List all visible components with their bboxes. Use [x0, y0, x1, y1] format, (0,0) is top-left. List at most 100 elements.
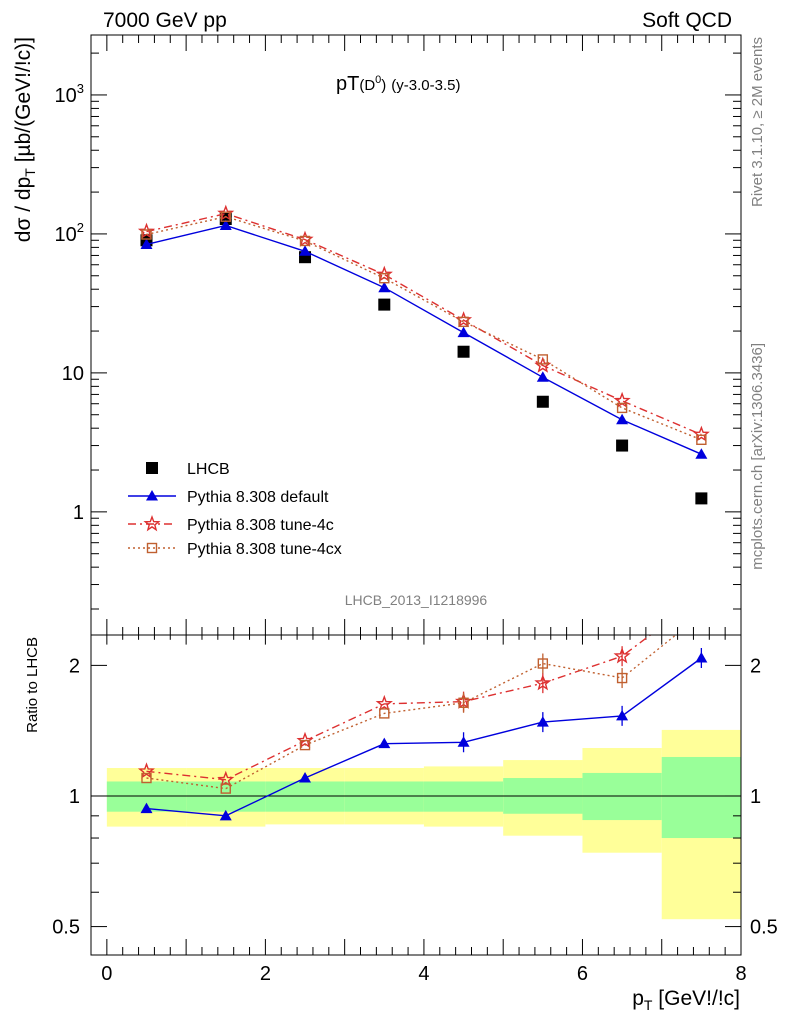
- ylabel-bottom: Ratio to LHCB: [24, 637, 41, 733]
- series-line: [146, 212, 702, 436]
- lhcb-data-point: [457, 345, 470, 358]
- ratio-point: [296, 731, 314, 749]
- lhcb-data-point: [378, 298, 391, 311]
- band-inner: [661, 756, 741, 839]
- ratio-series: [137, 590, 708, 821]
- ratio-point: [697, 610, 706, 619]
- mcplots-label: mcplots.cern.ch [arXiv:1306.3436]: [749, 343, 766, 570]
- ratio-point: [457, 736, 470, 747]
- ratio-bands: [106, 729, 741, 920]
- y-tick-label: 103: [55, 81, 84, 107]
- ratio-point: [299, 772, 312, 783]
- lhcb-data-point: [695, 492, 708, 505]
- band-inner: [344, 781, 424, 812]
- ratio-point: [220, 783, 231, 794]
- x-tick-label: 4: [418, 963, 429, 985]
- ylabel-top: dσ / dpT [µb/(GeV!/!c)]: [12, 37, 38, 242]
- legend-marker-lhcb: [146, 462, 158, 474]
- y-tick-label: 10: [62, 363, 84, 385]
- y-tick-label: 1: [73, 502, 84, 524]
- series-point: [379, 273, 390, 284]
- x-tick-label: 8: [735, 963, 746, 985]
- legend-marker: [146, 542, 158, 554]
- series-point: [140, 238, 153, 249]
- x-tick-label: 0: [101, 963, 112, 985]
- series-pythia-8-308-tune-4cx: [141, 211, 707, 446]
- ratio-point: [534, 674, 552, 691]
- legend-label: Pythia 8.308 default: [187, 489, 329, 506]
- legend-label: Pythia 8.308 tune-4c: [187, 517, 334, 534]
- ratio-line: [146, 635, 652, 781]
- ratio-point: [379, 708, 390, 719]
- ratio-y-label-left: 2: [69, 655, 80, 677]
- x-tick-label: 6: [577, 963, 588, 985]
- bottom-panel: 0 2 4 6 8 0.5 0.5 1 1 2 2: [52, 590, 778, 985]
- ratio-y-label-right: 0.5: [750, 917, 778, 939]
- ratio-point: [536, 716, 549, 727]
- ratio-point: [537, 658, 549, 669]
- series-point: [299, 245, 312, 256]
- ratio-point: [695, 590, 708, 603]
- legend-marker: [146, 490, 158, 501]
- ratio-point: [217, 770, 235, 788]
- rivet-label: Rivet 3.1.10, ≥ 2M events: [749, 37, 766, 207]
- ratio-point: [141, 772, 152, 784]
- top-panel: 1 10 102 103: [55, 35, 742, 635]
- legend-label: Pythia 8.308 tune-4cx: [187, 541, 342, 558]
- ratio-point: [378, 737, 391, 749]
- legend: LHCB Pythia 8.308 default Pythia 8.308 tun…: [128, 461, 342, 558]
- ratio-line: [146, 657, 702, 817]
- band-inner: [265, 781, 345, 812]
- ratio-point: [219, 809, 232, 821]
- xlabel: pT [GeV!/!c]: [632, 987, 740, 1013]
- band-inner: [582, 772, 662, 821]
- header-right: Soft QCD: [642, 9, 732, 32]
- main-title: pT(D0) (y-3.0-3.5): [336, 73, 460, 95]
- y-tick-label: 102: [55, 220, 84, 246]
- series-point: [219, 219, 232, 230]
- legend-label: LHCB: [187, 461, 230, 478]
- ratio-y-label-left: 0.5: [52, 917, 80, 939]
- series-point: [458, 316, 469, 328]
- series-point: [536, 371, 549, 382]
- ratio-point: [616, 672, 628, 684]
- series-point: [692, 425, 710, 442]
- ratio-point: [299, 739, 311, 751]
- ratio-y-label-right: 2: [750, 655, 761, 677]
- ratio-point: [458, 697, 469, 708]
- lhcb-data-point: [616, 439, 629, 452]
- series-point: [457, 326, 470, 338]
- series-pythia-8-308-default: [140, 219, 708, 459]
- lhcb-data-point: [536, 395, 549, 408]
- ratio-point: [613, 647, 631, 664]
- series-point: [299, 235, 311, 247]
- series-pythia-8-308-tune-4c: [137, 204, 710, 442]
- series-line: [146, 215, 702, 441]
- series-point: [616, 402, 628, 414]
- ratio-point: [616, 709, 629, 721]
- header-left: 7000 GeV pp: [103, 9, 227, 32]
- series-point: [616, 413, 629, 425]
- ratio-pythia-8-308-default: [140, 647, 708, 821]
- ratio-y-label-left: 1: [69, 786, 80, 808]
- ratio-pythia-8-308-tune-4cx: [141, 610, 706, 794]
- ratio-y-label-right: 1: [750, 786, 761, 808]
- legend-marker: [143, 514, 161, 532]
- ratio-point: [695, 651, 708, 663]
- series-point: [141, 229, 152, 240]
- ratio-point: [375, 694, 393, 712]
- x-tick-label: 2: [260, 963, 271, 985]
- band-inner: [423, 781, 504, 812]
- ratio-line: [146, 635, 677, 790]
- series-point: [696, 434, 707, 446]
- bottom-frame: [90, 634, 742, 956]
- band-inner: [186, 781, 266, 812]
- ratio-point: [140, 802, 153, 814]
- series-point: [378, 281, 391, 293]
- analysis-id: LHCB_2013_I1218996: [345, 592, 488, 608]
- series-point: [695, 448, 708, 459]
- series-line: [146, 224, 702, 455]
- series-point: [220, 211, 231, 222]
- series-point: [537, 354, 549, 365]
